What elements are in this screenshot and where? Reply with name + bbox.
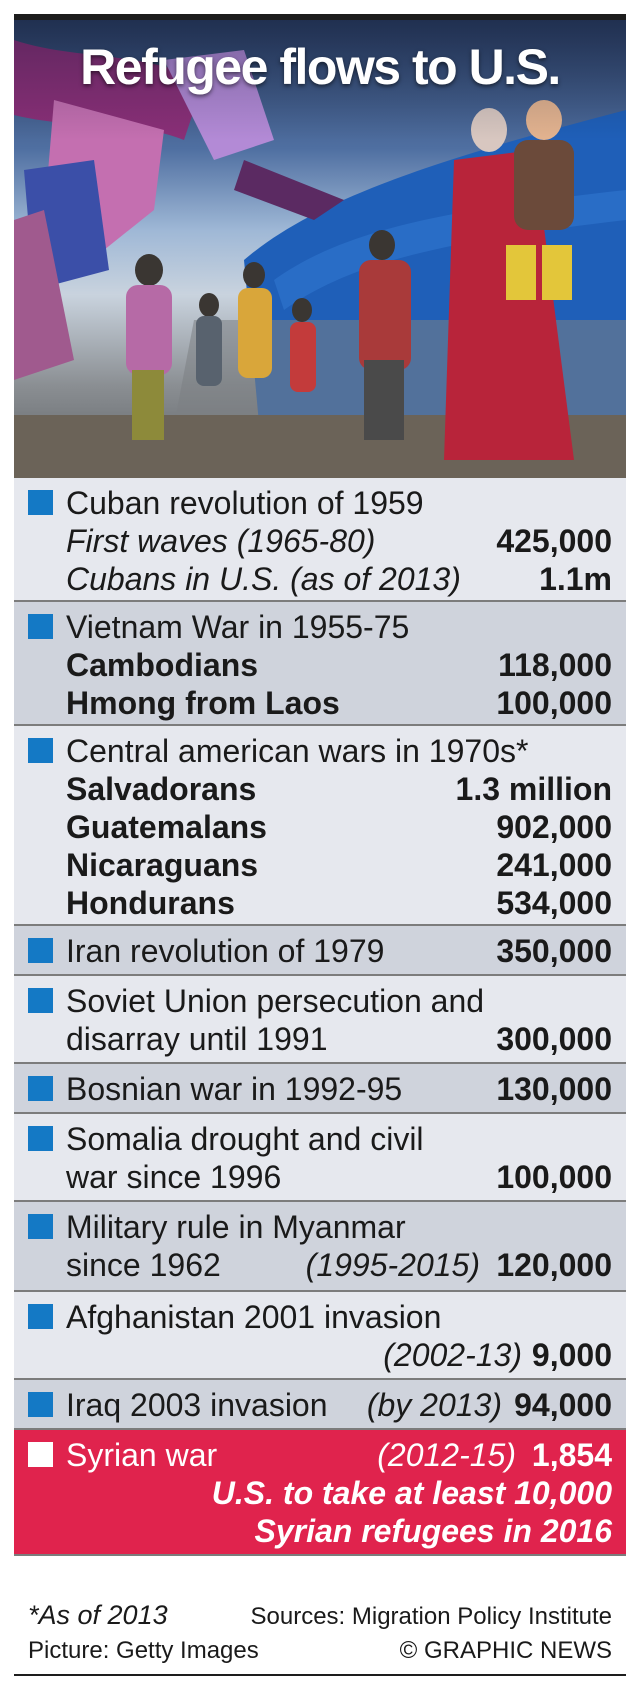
infographic: Refugee flows to U.S. Cuban revolution o…	[14, 14, 626, 1676]
line-period: (2002-13)	[383, 1337, 522, 1373]
line-value: 1.3 million	[455, 771, 612, 807]
row-marker-icon	[28, 738, 53, 763]
line-value: 425,000	[496, 523, 612, 559]
row-heading: Somalia drought and civil	[66, 1121, 424, 1157]
row-line: Syrian war (2012-15) 1,854	[66, 1436, 612, 1474]
line-value: 118,000	[498, 647, 612, 683]
row-marker-icon	[28, 490, 53, 515]
row-line: Salvadorans 1.3 million	[66, 770, 612, 808]
photo-illustration	[14, 20, 626, 478]
line-value: 100,000	[496, 685, 612, 721]
row-heading: Cuban revolution of 1959	[66, 485, 424, 521]
row-line: Iraq 2003 invasion (by 2013) 94,000	[66, 1386, 612, 1424]
row-heading: Bosnian war in 1992-95	[66, 1071, 403, 1107]
line-label: Guatemalans	[66, 809, 267, 845]
row-vietnam: Vietnam War in 1955-75 Cambodians 118,00…	[14, 602, 626, 726]
line-label: Cubans in U.S. (as of 2013)	[66, 561, 461, 597]
row-marker-icon	[28, 1392, 53, 1417]
refugee-table: Cuban revolution of 1959 First waves (19…	[14, 478, 626, 1556]
row-line: Hondurans 534,000	[66, 884, 612, 922]
line-value: 241,000	[496, 847, 612, 883]
row-heading-2: disarray until 1991	[66, 1021, 328, 1057]
syria-note-2: Syrian refugees in 2016	[254, 1513, 612, 1549]
row-line: Bosnian war in 1992-95 130,000	[66, 1070, 612, 1108]
line-value: 120,000	[496, 1247, 612, 1283]
row-cuba: Cuban revolution of 1959 First waves (19…	[14, 478, 626, 602]
refugee-camp-photo: Refugee flows to U.S.	[14, 20, 626, 478]
line-label: First waves (1965-80)	[66, 523, 376, 559]
sources: Sources: Migration Policy Institute	[250, 1603, 613, 1630]
page-title: Refugee flows to U.S.	[80, 39, 561, 95]
row-syria: Syrian war (2012-15) 1,854 U.S. to take …	[14, 1430, 626, 1556]
row-marker-icon	[28, 988, 53, 1013]
row-central-america: Central american wars in 1970s* Salvador…	[14, 726, 626, 926]
bottom-rule	[14, 1674, 626, 1676]
row-heading: Iraq 2003 invasion	[66, 1387, 328, 1423]
row-line: Cambodians 118,000	[66, 646, 612, 684]
line-period: (2012-15)	[377, 1437, 516, 1473]
row-iran: Iran revolution of 1979 350,000	[14, 926, 626, 976]
line-value: 9,000	[531, 1337, 612, 1373]
line-value: 1.1m	[539, 561, 612, 597]
line-value: 1,854	[531, 1437, 612, 1473]
line-label: Hmong from Laos	[66, 685, 340, 721]
row-iraq: Iraq 2003 invasion (by 2013) 94,000	[14, 1380, 626, 1430]
line-period: (1995-2015)	[305, 1247, 480, 1283]
footer: *As of 2013 Sources: Migration Policy In…	[14, 1592, 626, 1676]
graphic-news-credit: © GRAPHIC NEWS	[399, 1637, 612, 1664]
row-marker-icon	[28, 1442, 53, 1467]
row-marker-icon	[28, 614, 53, 639]
row-marker-icon	[28, 1304, 53, 1329]
row-heading-2: war since 1996	[66, 1159, 282, 1195]
line-value: 534,000	[496, 885, 612, 921]
row-heading: Syrian war	[66, 1437, 218, 1473]
line-value: 130,000	[496, 1071, 612, 1107]
line-label: Cambodians	[66, 647, 259, 683]
row-line: since 1962 (1995-2015) 120,000	[66, 1246, 612, 1284]
row-marker-icon	[28, 1076, 53, 1101]
line-value: 300,000	[496, 1021, 612, 1057]
row-heading: Military rule in Myanmar	[66, 1209, 406, 1245]
row-bosnia: Bosnian war in 1992-95 130,000	[14, 1064, 626, 1114]
top-rule	[14, 14, 626, 20]
line-label: Salvadorans	[66, 771, 257, 807]
row-line: war since 1996 100,000	[66, 1158, 612, 1196]
row-line: Hmong from Laos 100,000	[66, 684, 612, 722]
footnote: *As of 2013	[28, 1600, 168, 1630]
line-label: Hondurans	[66, 885, 235, 921]
row-line: First waves (1965-80) 425,000	[66, 522, 612, 560]
line-value: 94,000	[514, 1387, 612, 1423]
row-line: Iran revolution of 1979 350,000	[66, 932, 612, 970]
picture-credit: Picture: Getty Images	[28, 1637, 259, 1664]
row-line: disarray until 1991 300,000	[66, 1020, 612, 1058]
row-marker-icon	[28, 1126, 53, 1151]
row-line: (2002-13) 9,000	[66, 1336, 612, 1374]
row-heading-2: since 1962	[66, 1247, 221, 1283]
row-line: Cubans in U.S. (as of 2013) 1.1m	[66, 560, 612, 598]
line-period: (by 2013)	[366, 1387, 502, 1423]
line-value: 902,000	[496, 809, 612, 845]
row-soviet-union: Soviet Union persecution and disarray un…	[14, 976, 626, 1064]
line-value: 350,000	[496, 933, 612, 969]
row-myanmar: Military rule in Myanmar since 1962 (199…	[14, 1202, 626, 1292]
row-heading: Central american wars in 1970s*	[66, 733, 529, 769]
row-heading: Soviet Union persecution and	[66, 983, 485, 1019]
row-line: Guatemalans 902,000	[66, 808, 612, 846]
row-marker-icon	[28, 938, 53, 963]
line-label: Nicaraguans	[66, 847, 259, 883]
syria-note-1: U.S. to take at least 10,000	[211, 1475, 612, 1511]
row-line: Nicaraguans 241,000	[66, 846, 612, 884]
row-heading: Afghanistan 2001 invasion	[66, 1299, 442, 1335]
row-somalia: Somalia drought and civil war since 1996…	[14, 1114, 626, 1202]
row-heading: Vietnam War in 1955-75	[66, 609, 410, 645]
row-heading: Iran revolution of 1979	[66, 933, 385, 969]
row-marker-icon	[28, 1214, 53, 1239]
line-value: 100,000	[496, 1159, 612, 1195]
row-afghanistan: Afghanistan 2001 invasion (2002-13) 9,00…	[14, 1292, 626, 1380]
